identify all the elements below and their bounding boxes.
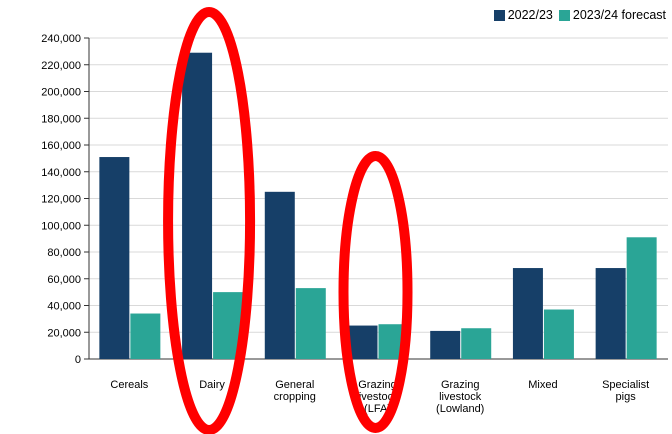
annotation-ellipse-dairy <box>163 7 256 434</box>
y-tick-label: 160,000 <box>41 140 81 152</box>
bar-2022-23 <box>512 268 543 359</box>
x-tick-label: Dairy <box>199 379 225 391</box>
y-tick-label: 120,000 <box>41 194 81 206</box>
bar-2022-23 <box>595 268 626 359</box>
bar-2022-23 <box>430 330 461 359</box>
bar-2022-23 <box>347 325 378 359</box>
y-tick-label: 200,000 <box>41 87 81 99</box>
y-tick-label: 240,000 <box>41 33 81 45</box>
x-tick-label: Grazing livestock (LFA) <box>356 379 399 415</box>
y-tick-label: 60,000 <box>47 274 81 286</box>
legend-label-2022-23: 2022/23 <box>507 8 553 22</box>
bar-2022-23 <box>182 52 213 360</box>
legend-label-2023-24-forecast: 2023/24 forecast <box>572 8 666 22</box>
y-tick-label: 80,000 <box>47 247 81 259</box>
y-tick-label: 20,000 <box>47 327 81 339</box>
legend-swatch-2023-24-forecast <box>558 9 570 21</box>
x-tick-label: Grazing livestock (Lowland) <box>436 379 484 415</box>
bar-2023-24-forecast <box>130 313 161 359</box>
bar-2023-24-forecast <box>295 288 326 359</box>
y-tick-label: 0 <box>75 354 81 366</box>
y-tick-label: 140,000 <box>41 167 81 179</box>
y-tick-label: 180,000 <box>41 113 81 125</box>
bar-2023-24-forecast <box>626 237 657 359</box>
y-tick-label: 40,000 <box>47 301 81 313</box>
legend-swatch-2022-23 <box>493 9 505 21</box>
bar-2023-24-forecast <box>543 309 574 359</box>
x-tick-label: General cropping <box>274 379 316 403</box>
y-tick-label: 100,000 <box>41 220 81 232</box>
x-tick-label: Cereals <box>110 379 148 391</box>
annotation-ellipse-grazing-lfa <box>338 151 413 433</box>
bar-2022-23 <box>99 157 130 359</box>
x-tick-label: Specialist pigs <box>602 379 649 403</box>
x-tick-label: Mixed <box>528 379 557 391</box>
y-tick-label: 220,000 <box>41 60 81 72</box>
legend: 2022/23 2023/24 forecast <box>493 8 666 22</box>
bar-2022-23 <box>264 191 295 359</box>
bar-2023-24-forecast <box>461 328 492 359</box>
